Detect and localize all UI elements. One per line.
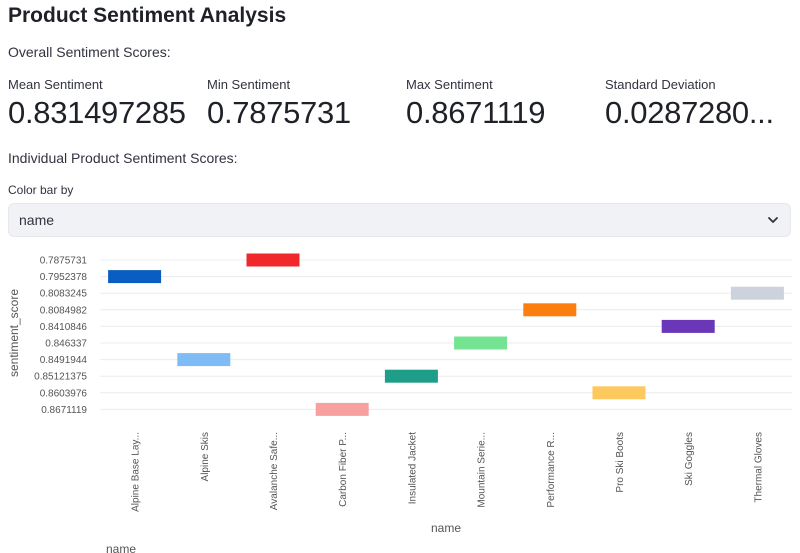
sentiment-bar-chart: 0.7875731 0.7952378 0.8083245 0.8084982 0.84… — [7, 253, 792, 535]
x-tick-label: Carbon Fiber P... — [338, 432, 349, 507]
y-tick-label: 0.846337 — [45, 339, 87, 350]
select-value: name — [19, 212, 55, 228]
y-tick-label: 0.8084982 — [40, 305, 88, 316]
bar — [108, 270, 162, 284]
metric-min: Min Sentiment 0.7875731 — [207, 77, 397, 131]
metric-mean: Mean Sentiment 0.831497285 — [8, 77, 198, 131]
x-tick-label: Thermal Gloves — [753, 432, 764, 503]
x-tick-label: Mountain Serie... — [477, 432, 488, 508]
metric-value: 0.831497285 — [8, 95, 186, 130]
bar — [523, 303, 577, 317]
y-tick-label: 0.8083245 — [40, 289, 88, 300]
bar — [454, 336, 508, 350]
color-by-select[interactable]: name — [8, 203, 791, 237]
bar — [384, 369, 438, 383]
metric-value: 0.7875731 — [207, 95, 351, 130]
x-axis-title: name — [431, 521, 461, 535]
y-tick-label: 0.7875731 — [40, 256, 88, 267]
chevron-down-icon — [768, 217, 778, 223]
metric-label: Min Sentiment — [207, 77, 291, 92]
metric-max: Max Sentiment 0.8671119 — [406, 77, 596, 131]
y-axis-title: sentiment_score — [7, 289, 21, 377]
x-tick-label: Performance R... — [546, 432, 557, 508]
metric-value: 0.8671119 — [406, 95, 546, 130]
y-tick-label: 0.8410846 — [40, 322, 88, 333]
x-tick-label: Avalanche Safe... — [269, 432, 280, 510]
x-tick-label: Alpine Base Lay... — [131, 432, 142, 512]
bar — [592, 386, 646, 400]
bar — [315, 402, 369, 416]
metric-label: Max Sentiment — [406, 77, 493, 92]
bar — [730, 286, 784, 300]
y-tick-label: 0.8671119 — [41, 405, 87, 416]
y-tick-label: 0.85121375 — [34, 372, 87, 383]
x-tick-label: Ski Goggles — [684, 432, 695, 486]
overall-scores-heading: Overall Sentiment Scores: — [8, 44, 171, 60]
bar — [661, 319, 715, 333]
color-by-label: Color bar by — [8, 183, 74, 197]
x-tick-label: Pro Ski Boots — [615, 432, 626, 493]
metric-label: Mean Sentiment — [8, 77, 103, 92]
metric-label: Standard Deviation — [605, 77, 716, 92]
x-tick-label: Alpine Skis — [200, 432, 211, 481]
y-tick-label: 0.8603976 — [40, 388, 88, 399]
bar — [177, 353, 231, 367]
bar — [246, 253, 300, 267]
page-title: Product Sentiment Analysis — [8, 4, 287, 27]
metric-std-dev: Standard Deviation 0.0287280... — [605, 77, 790, 131]
y-tick-label: 0.7952378 — [40, 272, 88, 283]
metric-value: 0.0287280... — [605, 95, 774, 130]
legend-title: name — [106, 542, 137, 553]
y-tick-label: 0.8491944 — [40, 355, 88, 366]
x-tick-label: Insulated Jacket — [407, 432, 418, 504]
individual-scores-heading: Individual Product Sentiment Scores: — [8, 150, 238, 166]
